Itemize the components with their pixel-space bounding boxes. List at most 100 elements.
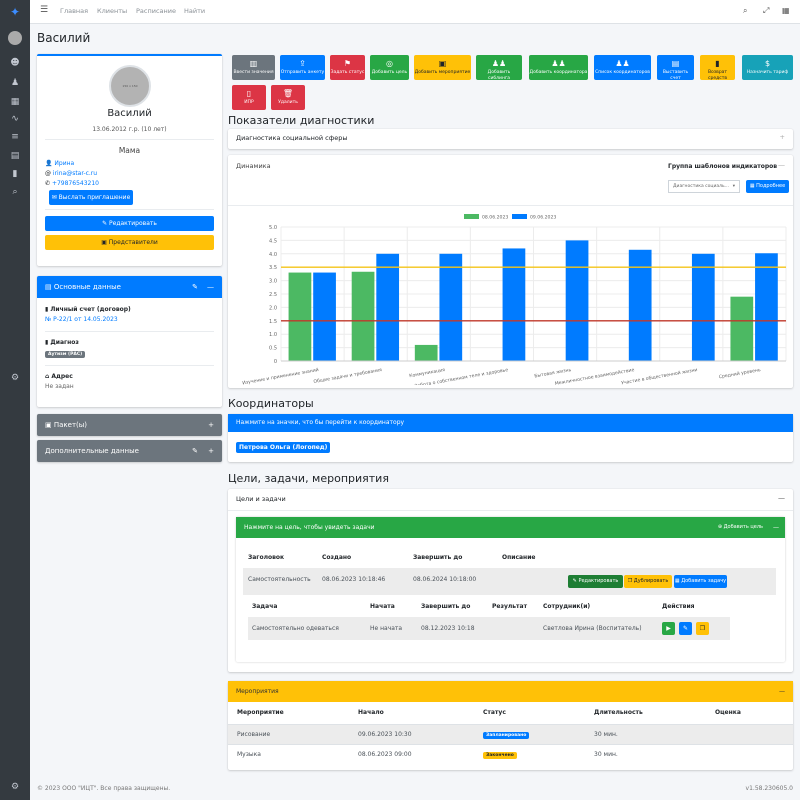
y-tick-label: 4.0: [269, 252, 277, 258]
phone-link[interactable]: +79876543210: [51, 180, 99, 187]
dynamics-card: Динамика Группа шаблонов индикаторов — Д…: [228, 155, 793, 388]
calendar-icon[interactable]: ▦: [10, 97, 20, 107]
extra-data-header[interactable]: Дополнительные данные ✎ +: [37, 440, 222, 462]
edit-task-button[interactable]: ✎: [679, 622, 692, 635]
logo-icon[interactable]: ✦: [9, 5, 21, 19]
user-avatar[interactable]: [8, 31, 22, 45]
edit-goal-button[interactable]: ✎ Редактировать: [568, 575, 623, 588]
collapse-icon[interactable]: —: [773, 524, 779, 531]
col-task-due: Завершить до: [421, 603, 471, 610]
email-link[interactable]: irina@star-c.ru: [52, 170, 98, 177]
layers-icon[interactable]: ≡: [11, 132, 19, 142]
action-button-10[interactable]: $ Назначить тариф: [742, 55, 793, 80]
action-button-7[interactable]: ♟♟ Список координаторов: [594, 55, 651, 80]
coordinators-card: Нажмите на значки, что бы перейти к коор…: [228, 414, 793, 462]
collapse-icon[interactable]: —: [779, 688, 785, 695]
collapse-icon[interactable]: —: [778, 161, 785, 169]
nav-search[interactable]: Найти: [184, 7, 206, 15]
account-link[interactable]: № Р-22/1 от 14.05.2023: [45, 316, 118, 323]
y-tick-label: 4.5: [269, 238, 277, 244]
action-button-4[interactable]: ▣ Добавить мероприятие: [414, 55, 471, 80]
dynamics-title: Динамика: [236, 162, 271, 170]
action-button-11[interactable]: ▯ ИПР: [232, 85, 266, 110]
edit-profile-button[interactable]: ✎ Редактировать: [45, 216, 214, 231]
dynamics-chart: 0 0.5 1.0 1.5 2.0 2.5 3.0 3.5 4.0 4.5 5.0 Изучение …: [242, 214, 787, 385]
top-navbar: ☰ Главная Клиенты Расписание Найти ⌕ ⤢ ▦: [30, 0, 800, 24]
representatives-button[interactable]: ▣ Представители: [45, 235, 214, 250]
legend-label: 09.06.2023: [530, 215, 556, 221]
duplicate-goal-button[interactable]: ❐ Дублировать: [624, 575, 672, 588]
goals-card-title: Цели и задачи: [236, 495, 286, 503]
template-group-label: Группа шаблонов индикаторов: [668, 163, 778, 170]
duplicate-task-button[interactable]: ❐: [696, 622, 709, 635]
task-due: 08.12.2023 10:18: [421, 625, 475, 632]
col-title: Заголовок: [248, 554, 285, 561]
book-icon[interactable]: ▮: [12, 169, 18, 179]
action-button-5[interactable]: ♟♟ Добавить сиблинга: [476, 55, 522, 81]
event-link[interactable]: Музыка: [237, 751, 261, 758]
social-diagnostics-card[interactable]: Диагностика социальной сферы +: [228, 129, 793, 149]
basic-data-header[interactable]: ▤ Основные данные ✎ —: [37, 276, 222, 298]
menu-icon[interactable]: ☰: [40, 5, 49, 15]
search-icon[interactable]: ⌕: [743, 6, 748, 15]
action-button-1[interactable]: ⇪ Отправить анкету: [280, 55, 325, 80]
events-col-header: Оценка: [715, 709, 741, 716]
target-icon: ◎: [386, 59, 393, 68]
action-button-0[interactable]: ▥ Ввести значения: [232, 55, 275, 80]
parent-name-link[interactable]: Ирина: [54, 160, 75, 167]
collapse-icon[interactable]: —: [778, 494, 785, 502]
goal-created: 08.06.2023 10:18:46: [322, 576, 386, 583]
action-button-3[interactable]: ◎ Добавить цель: [370, 55, 409, 80]
details-button[interactable]: ▦ Подробнее: [746, 180, 789, 193]
action-button-9[interactable]: ▮ Возврат средств: [700, 55, 735, 81]
fullscreen-icon[interactable]: ⤢: [763, 6, 770, 15]
y-tick-label: 1.0: [269, 332, 277, 338]
search-icon[interactable]: ⌕: [12, 187, 18, 197]
flag-icon: ⚑: [343, 59, 352, 68]
nav-clients[interactable]: Клиенты: [97, 7, 128, 15]
action-button-2[interactable]: ⚑ Задать статус: [330, 55, 365, 80]
coordinator-badge[interactable]: Петрова Ольга (Логопед): [236, 442, 331, 453]
users-icon: ♟♟: [551, 59, 566, 68]
goal-due: 08.06.2024 10:18:00: [413, 576, 477, 583]
event-link[interactable]: Рисование: [237, 731, 271, 738]
col-staff: Сотрудник(и): [543, 603, 591, 610]
profile-name: Василий: [107, 108, 152, 119]
nav-schedule[interactable]: Расписание: [136, 7, 176, 15]
action-button-8[interactable]: ▤ Выставить счет: [657, 55, 694, 81]
clipboard-icon[interactable]: ▤: [10, 151, 20, 161]
diagnostics-title: Показатели диагностики: [228, 114, 375, 127]
y-tick-label: 3.0: [269, 279, 277, 285]
bar-0-7: [730, 296, 754, 361]
add-goal-link[interactable]: ⊕ Добавить цель: [717, 524, 763, 530]
col-created: Создано: [322, 554, 352, 561]
users-icon: ♟♟: [491, 59, 507, 68]
task-link[interactable]: Самостоятельно одеваться: [252, 625, 339, 632]
task-row: [248, 617, 730, 640]
action-button-12[interactable]: 🗑 Удалить: [271, 85, 305, 110]
add-task-button[interactable]: ▦ Добавить задачу: [674, 575, 727, 588]
collapse-icon[interactable]: —: [207, 283, 214, 291]
invite-button[interactable]: ✉ Выслать приглашение: [49, 190, 133, 205]
nav-home[interactable]: Главная: [60, 7, 89, 15]
edit-icon[interactable]: ✎: [192, 447, 198, 455]
settings-icon[interactable]: ⚙: [10, 782, 20, 792]
action-button-6[interactable]: ♟♟ Добавить координатора: [529, 55, 588, 80]
apps-icon[interactable]: ▦: [782, 6, 790, 15]
expand-icon[interactable]: +: [208, 421, 214, 429]
settings-icon[interactable]: ⚙: [10, 373, 20, 383]
packages-header[interactable]: ▣ Пакет(ы) +: [37, 414, 222, 436]
users-icon[interactable]: ♟: [10, 78, 20, 88]
expand-icon[interactable]: +: [779, 133, 785, 141]
share-icon: ⇪: [299, 59, 306, 68]
edit-icon[interactable]: ✎: [192, 283, 198, 291]
bar-1-3: [502, 248, 526, 361]
event-status-badge: Запланировано: [483, 732, 530, 739]
bar-1-2: [439, 253, 463, 361]
start-task-button[interactable]: ▶: [662, 622, 675, 635]
goals-card: Цели и задачи — Нажмите на цель, чтобы у…: [228, 489, 793, 672]
expand-icon[interactable]: +: [208, 447, 214, 455]
chart-icon[interactable]: ∿: [11, 114, 19, 124]
template-group-select[interactable]: Диагностика социаль... ▾: [668, 180, 740, 193]
child-icon[interactable]: ☻: [10, 58, 20, 68]
